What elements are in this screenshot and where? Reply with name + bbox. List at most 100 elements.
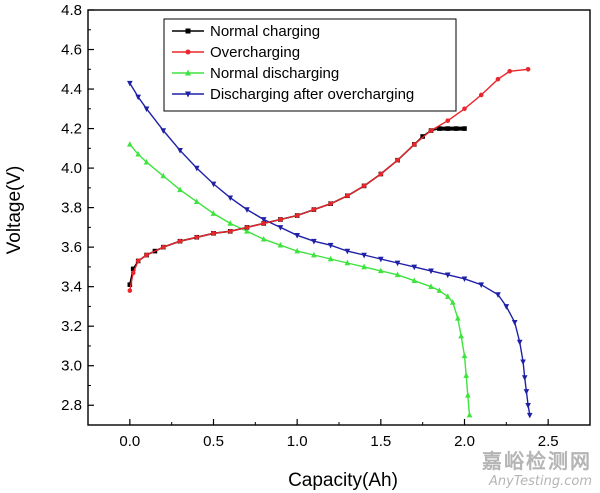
data-point bbox=[466, 411, 473, 418]
data-point bbox=[378, 171, 384, 177]
data-point bbox=[130, 270, 136, 276]
series-overcharging bbox=[127, 66, 531, 293]
data-point bbox=[445, 118, 451, 123]
data-point bbox=[507, 68, 512, 74]
data-point bbox=[444, 272, 451, 279]
data-point bbox=[294, 213, 300, 218]
data-point bbox=[495, 292, 501, 298]
data-point bbox=[161, 244, 166, 250]
data-point bbox=[449, 299, 456, 305]
y-tick-label: 3.4 bbox=[61, 279, 82, 296]
data-point bbox=[135, 94, 141, 101]
data-point bbox=[185, 91, 191, 98]
data-point bbox=[378, 267, 384, 274]
data-point bbox=[455, 314, 461, 321]
x-tick-label: 2.5 bbox=[538, 433, 559, 450]
data-point bbox=[177, 238, 183, 244]
data-point bbox=[394, 271, 401, 278]
x-tick-label: 0.0 bbox=[119, 433, 140, 450]
data-point bbox=[328, 201, 333, 206]
data-point bbox=[278, 217, 283, 222]
data-point bbox=[378, 256, 384, 263]
data-point bbox=[260, 217, 267, 223]
legend-box bbox=[163, 18, 457, 112]
y-tick-label: 4.4 bbox=[61, 81, 82, 98]
data-point bbox=[210, 210, 217, 216]
data-point bbox=[345, 193, 350, 199]
legend-label: Overcharging bbox=[210, 44, 300, 61]
data-point bbox=[478, 92, 484, 98]
watermark-title: 嘉峪检测网 bbox=[482, 449, 592, 473]
data-point bbox=[160, 172, 167, 179]
data-point bbox=[428, 268, 434, 275]
data-point bbox=[260, 235, 267, 242]
series-line bbox=[129, 82, 531, 416]
data-point bbox=[177, 148, 183, 154]
y-tick-label: 2.8 bbox=[61, 397, 82, 414]
y-axis: 2.8 3.0 3.2 3.4 3.6 3.8 4.0 4.2 4.4 4.6 4.8 bbox=[61, 2, 94, 414]
legend-label: Discharging after overcharging bbox=[210, 86, 414, 103]
data-point bbox=[458, 332, 464, 339]
legend-label: Normal charging bbox=[210, 23, 320, 40]
data-point bbox=[411, 277, 418, 284]
y-tick-label: 4.8 bbox=[61, 2, 82, 19]
data-point bbox=[420, 134, 425, 139]
data-point bbox=[361, 263, 367, 270]
y-tick-label: 3.6 bbox=[61, 239, 82, 256]
data-point bbox=[428, 128, 434, 133]
data-point bbox=[244, 225, 250, 230]
y-tick-label: 4.0 bbox=[61, 160, 82, 177]
legend: Normal charging Overcharging Normal discha… bbox=[163, 18, 457, 112]
data-point bbox=[185, 28, 191, 34]
data-point bbox=[516, 339, 523, 346]
data-point bbox=[227, 220, 234, 226]
y-tick-label: 4.6 bbox=[61, 42, 82, 59]
data-point bbox=[193, 165, 200, 172]
data-point bbox=[361, 183, 367, 189]
data-point bbox=[520, 359, 526, 366]
data-point bbox=[261, 221, 267, 226]
data-point bbox=[143, 106, 150, 113]
legend-label: Normal discharging bbox=[210, 65, 339, 82]
data-point bbox=[525, 66, 531, 72]
series-line bbox=[129, 143, 471, 416]
legend-item: Normal charging bbox=[172, 23, 320, 40]
data-point bbox=[160, 128, 167, 134]
data-point bbox=[436, 287, 443, 293]
data-point bbox=[127, 80, 133, 87]
data-point bbox=[185, 49, 191, 55]
data-point bbox=[135, 150, 141, 157]
data-point bbox=[294, 247, 300, 254]
data-point bbox=[503, 304, 510, 310]
data-point bbox=[311, 207, 317, 212]
data-point bbox=[344, 259, 351, 266]
data-point bbox=[135, 258, 141, 264]
x-tick-label: 1.0 bbox=[287, 433, 308, 450]
series-layer bbox=[127, 66, 533, 419]
data-point bbox=[511, 319, 518, 326]
data-point bbox=[462, 106, 467, 112]
x-tick-label: 2.0 bbox=[454, 433, 475, 450]
data-point bbox=[227, 229, 233, 234]
data-point bbox=[394, 260, 401, 267]
data-point bbox=[277, 225, 284, 231]
data-point bbox=[227, 195, 234, 202]
data-point bbox=[244, 207, 250, 213]
series-normal-discharging bbox=[127, 141, 473, 418]
data-point bbox=[327, 255, 334, 262]
data-point bbox=[127, 282, 133, 287]
data-point bbox=[523, 389, 530, 395]
data-point bbox=[327, 242, 334, 249]
data-point bbox=[294, 232, 300, 239]
data-point bbox=[127, 288, 133, 293]
data-point bbox=[463, 372, 469, 378]
data-point bbox=[461, 352, 468, 359]
data-point bbox=[185, 69, 191, 76]
legend-item: Overcharging bbox=[172, 44, 300, 61]
watermark: 嘉峪检测网 AnyTesting.com bbox=[482, 445, 592, 489]
data-point bbox=[311, 251, 317, 258]
data-point bbox=[478, 282, 485, 288]
y-tick-label: 3.8 bbox=[61, 200, 82, 217]
data-point bbox=[211, 231, 216, 236]
